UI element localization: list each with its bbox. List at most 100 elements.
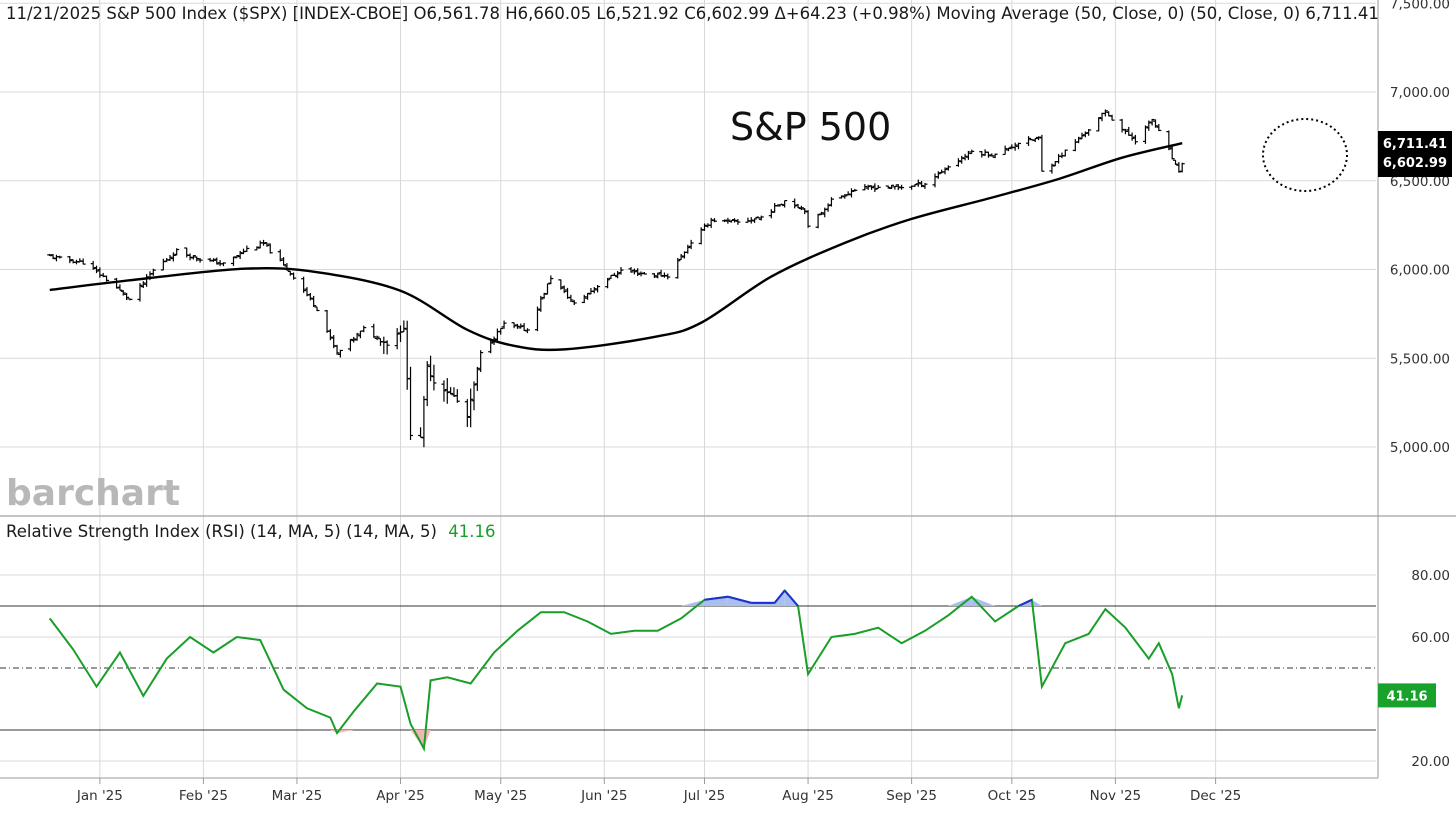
ohlc-bar	[702, 223, 708, 231]
ohlc-bar	[327, 329, 333, 341]
ohlc-bar	[842, 194, 848, 199]
ohlc-bar	[408, 366, 414, 441]
ohlc-bar	[424, 361, 430, 407]
ohlc-bar	[127, 298, 133, 301]
ohlc-bar	[441, 380, 447, 402]
ohlc-bar	[728, 219, 734, 223]
ohlc-bar	[454, 389, 460, 403]
ohlc-bar	[772, 202, 778, 213]
ohlc-bar	[337, 349, 343, 358]
ohlc-bar	[170, 252, 176, 262]
highlight-circle	[1262, 118, 1348, 192]
ohlc-bar	[712, 218, 718, 223]
ohlc-bar	[117, 284, 123, 291]
ohlc-bar	[628, 267, 634, 273]
ohlc-bar	[524, 328, 530, 334]
ohlc-bar	[845, 191, 851, 196]
ohlc-bar	[307, 292, 313, 301]
time-tick-label: Jan '25	[76, 788, 123, 804]
ohlc-bar	[735, 219, 741, 225]
ohlc-bar	[865, 184, 871, 190]
ohlc-bar	[80, 258, 86, 265]
ohlc-bar	[471, 381, 477, 411]
price-bars	[47, 109, 1185, 448]
ohlc-bar	[792, 198, 798, 209]
ohlc-bar	[184, 247, 190, 258]
ohlc-bar	[768, 209, 774, 219]
ohlc-bar	[544, 283, 550, 295]
ohlc-bar	[678, 253, 684, 261]
ohlc-bar	[167, 254, 173, 261]
ohlc-bar	[631, 268, 637, 275]
ohlc-bar	[1152, 119, 1158, 128]
ohlc-bar	[534, 306, 540, 332]
ohlc-bar	[431, 364, 437, 391]
ohlc-bar	[675, 258, 681, 279]
ohlc-bar	[568, 294, 574, 302]
ohlc-bar	[922, 182, 928, 189]
ohlc-bar	[945, 165, 951, 171]
rsi-overbought-segment	[727, 595, 752, 604]
grid-lines	[0, 0, 1376, 778]
ohlc-bar	[140, 281, 146, 289]
rsi-overbought-segment	[773, 589, 786, 604]
ohlc-bar	[892, 185, 898, 190]
rsi-header-value: 41.16	[448, 522, 496, 541]
ohlc-bar	[862, 184, 868, 191]
ohlc-bar	[144, 274, 150, 287]
ohlc-bar	[1179, 162, 1185, 173]
ohlc-bar	[67, 255, 73, 264]
ohlc-bar	[428, 355, 434, 382]
rsi-overbought-fill	[1031, 599, 1042, 606]
ohlc-bar	[1149, 118, 1155, 126]
ohlc-bar	[384, 340, 390, 355]
ohlc-bar	[1129, 132, 1135, 141]
ohlc-bar	[661, 272, 667, 278]
ohlc-bar	[758, 215, 764, 221]
time-tick-label: Nov '25	[1090, 788, 1142, 804]
rsi-last-value-tag: 41.16	[1386, 689, 1427, 704]
moving-average-line	[49, 142, 1183, 352]
ohlc-bar	[1036, 136, 1042, 141]
ohlc-bar	[1096, 117, 1102, 132]
ohlc-bar	[795, 203, 801, 209]
ohlc-bar	[685, 244, 691, 254]
ohlc-bar	[114, 277, 120, 289]
ohlc-bar	[571, 300, 577, 306]
price-tick-label: 6,000.00	[1390, 263, 1450, 279]
ohlc-bar	[190, 255, 196, 260]
ohlc-bar	[561, 285, 567, 294]
ohlc-bar	[291, 272, 297, 280]
ohlc-bar	[745, 217, 751, 223]
ohlc-bar	[979, 151, 985, 158]
price-tick-label: 6,500.00	[1390, 174, 1450, 190]
ohlc-bar	[174, 248, 180, 256]
ohlc-bar	[985, 151, 991, 158]
ohlc-bar	[234, 255, 240, 259]
time-tick-label: Jul '25	[683, 788, 725, 804]
ohlc-bar	[194, 256, 200, 262]
ohlc-bar	[869, 185, 875, 190]
ohlc-bar	[548, 275, 554, 285]
sp500-annotation: S&P 500	[730, 105, 891, 149]
ohlc-bar	[347, 338, 353, 352]
time-tick-label: Sep '25	[886, 788, 937, 804]
ohlc-bar	[1062, 149, 1068, 157]
time-tick-label: Dec '25	[1190, 788, 1241, 804]
barchart-watermark: barchart	[6, 473, 180, 514]
ohlc-bar	[618, 267, 624, 275]
ohlc-bar	[585, 292, 591, 300]
ohlc-bar	[848, 188, 854, 198]
ohlc-bar	[1079, 132, 1085, 140]
ohlc-bar	[538, 295, 544, 312]
ohlc-bar	[237, 251, 243, 260]
ohlc-bar	[371, 323, 377, 338]
ohlc-bar	[197, 257, 203, 263]
ohlc-bar	[815, 213, 821, 229]
ohlc-bar	[1056, 154, 1062, 164]
ohlc-bar	[1173, 159, 1179, 165]
ohlc-bar	[1005, 147, 1011, 152]
ohlc-bar	[381, 336, 387, 354]
ohlc-bar	[314, 306, 320, 312]
